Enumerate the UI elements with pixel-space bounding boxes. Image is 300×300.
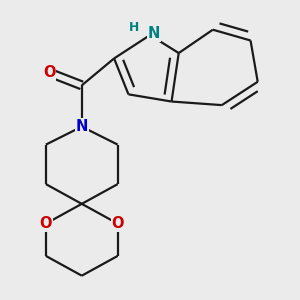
Text: O: O — [43, 65, 56, 80]
Text: O: O — [111, 216, 124, 231]
Text: N: N — [147, 26, 160, 41]
Text: N: N — [76, 119, 88, 134]
Text: O: O — [40, 216, 52, 231]
Text: H: H — [129, 21, 139, 34]
